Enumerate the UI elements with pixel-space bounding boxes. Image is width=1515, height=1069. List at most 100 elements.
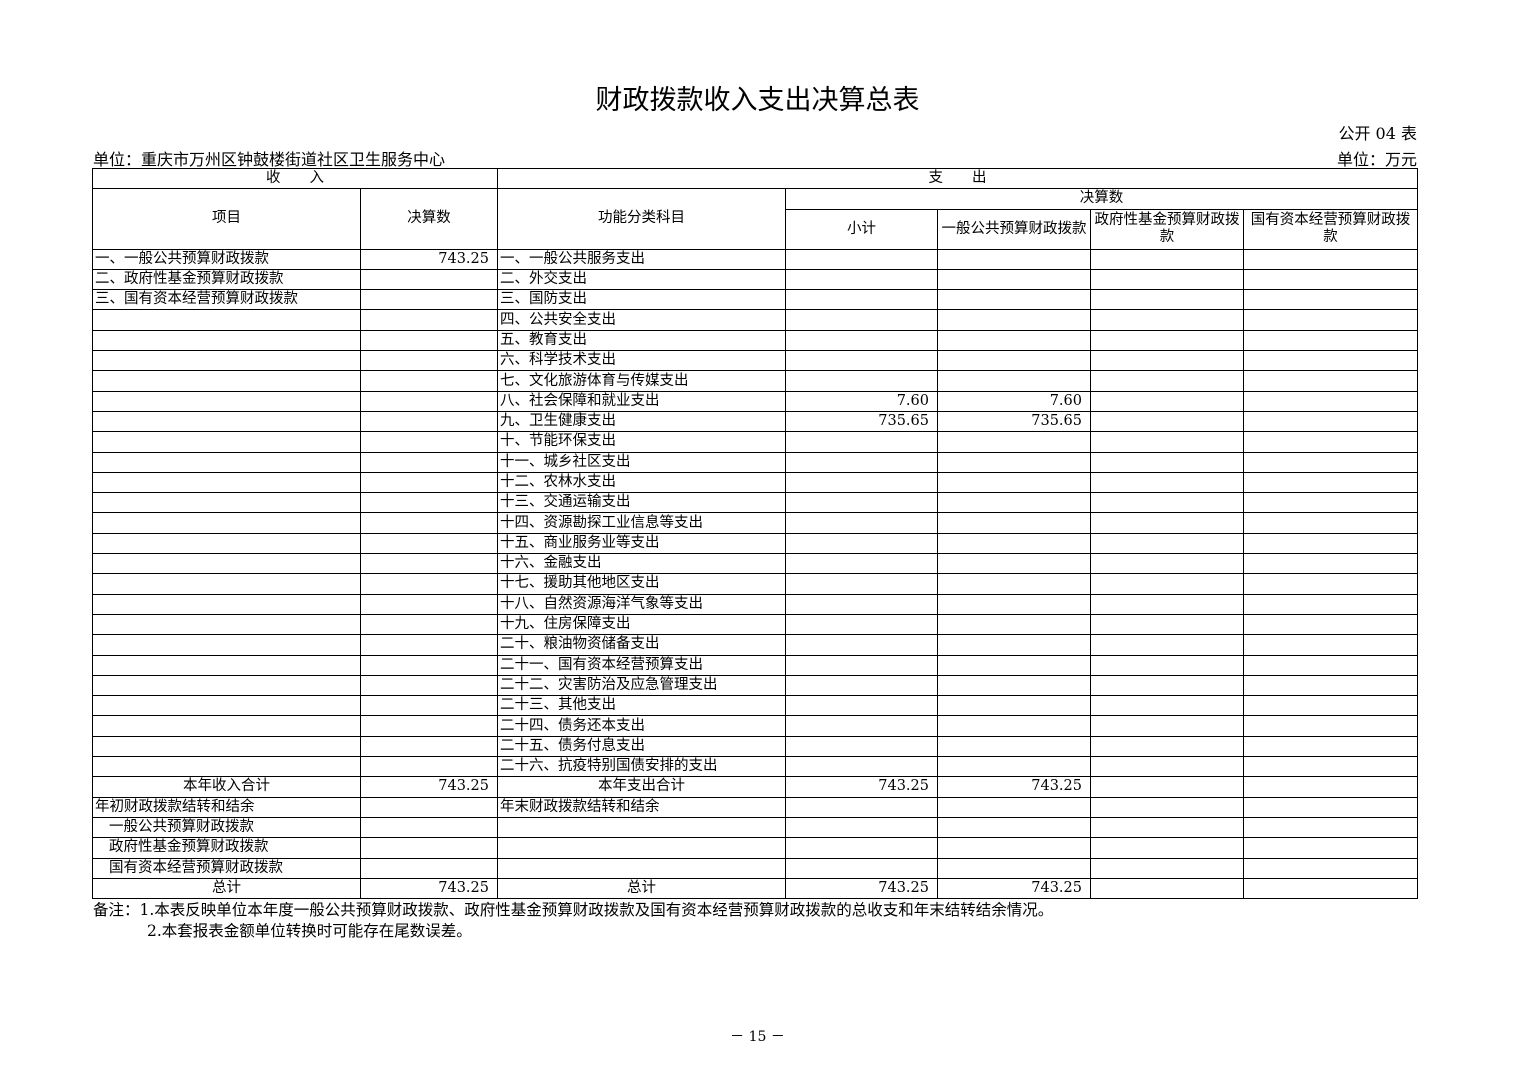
- cell: [785, 837, 938, 859]
- cell: [1243, 268, 1418, 291]
- state-capital-header: 国有资本经营预算财政拨款: [1243, 208, 1418, 250]
- cell: [1243, 776, 1418, 798]
- cell: [785, 857, 938, 879]
- income-header: 收 入: [92, 167, 498, 190]
- cell: [360, 735, 498, 758]
- cell: [360, 756, 498, 778]
- cell: [937, 492, 1091, 514]
- cell: [1243, 634, 1418, 656]
- table-row: 国有资本经营预算财政拨款: [92, 857, 1418, 879]
- cell: 八、社会保障和就业支出: [497, 390, 786, 412]
- cell: [1243, 390, 1418, 412]
- note-2: 2.本套报表金额单位转换时可能存在尾数误差。: [147, 922, 472, 940]
- table-row: 本年收入合计 743.25 本年支出合计 743.25 743.25: [92, 776, 1418, 798]
- cell: [360, 593, 498, 615]
- cell: [785, 492, 938, 514]
- cell: [785, 471, 938, 494]
- cell: 七、文化旅游体育与传媒支出: [497, 370, 786, 392]
- cell: 十四、资源勘探工业信息等支出: [497, 512, 786, 534]
- cell: [1243, 715, 1418, 737]
- cell: [360, 370, 498, 392]
- cell: 国有资本经营预算财政拨款: [92, 857, 361, 879]
- cell: [1090, 289, 1244, 311]
- cell: [92, 674, 361, 697]
- cell: [937, 309, 1091, 331]
- general-header: 一般公共预算财政拨款: [937, 208, 1091, 250]
- cell: 二十六、抗疫特别国债安排的支出: [497, 756, 786, 778]
- cell: [785, 674, 938, 697]
- cell: [1243, 329, 1418, 352]
- cell: [1090, 248, 1244, 270]
- cell: 743.25: [360, 877, 498, 900]
- table-row: 十五、商业服务业等支出: [92, 532, 1418, 555]
- cell: [360, 492, 498, 514]
- note-1: 备注：1.本表反映单位本年度一般公共预算财政拨款、政府性基金预算财政拨款及国有资…: [93, 901, 1054, 919]
- cell: [937, 451, 1091, 473]
- cell: [1090, 431, 1244, 453]
- cell: [785, 573, 938, 595]
- cell: 九、卫生健康支出: [497, 410, 786, 433]
- cell: [92, 593, 361, 615]
- final-header: 决算数: [785, 188, 1418, 210]
- cell: [360, 695, 498, 717]
- table-row: 十六、金融支出: [92, 553, 1418, 575]
- cell: [1243, 410, 1418, 433]
- cell: [1243, 613, 1418, 636]
- cell: [785, 512, 938, 534]
- cell: [360, 451, 498, 473]
- cell: [785, 756, 938, 778]
- cell: 总计: [497, 877, 786, 900]
- cell: [785, 532, 938, 555]
- cell: 十九、住房保障支出: [497, 613, 786, 636]
- cell: [360, 634, 498, 656]
- table-row: 六、科学技术支出: [92, 350, 1418, 372]
- cell: [360, 613, 498, 636]
- cell: [92, 451, 361, 473]
- cell: [1090, 492, 1244, 514]
- cell: 743.25: [937, 776, 1091, 798]
- cell: [497, 816, 786, 839]
- cell: [1243, 553, 1418, 575]
- cell: [360, 410, 498, 433]
- cell: [1090, 634, 1244, 656]
- table-row: 十、节能环保支出: [92, 431, 1418, 453]
- table-row: 二十一、国有资本经营预算支出: [92, 654, 1418, 676]
- cell: [1243, 492, 1418, 514]
- cell: [1090, 410, 1244, 433]
- cell: [360, 857, 498, 879]
- cell: [360, 796, 498, 818]
- table-row: 三、国有资本经营预算财政拨款 三、国防支出: [92, 289, 1418, 311]
- cell: [1243, 512, 1418, 534]
- cell: [1243, 431, 1418, 453]
- cell: [1243, 593, 1418, 615]
- cell: [937, 268, 1091, 291]
- cell: [1090, 695, 1244, 717]
- cell: [785, 370, 938, 392]
- cell: 二十五、债务付息支出: [497, 735, 786, 758]
- cell: 二十四、债务还本支出: [497, 715, 786, 737]
- cell: [92, 492, 361, 514]
- cell: 7.60: [785, 390, 938, 412]
- cell: [1090, 877, 1244, 900]
- cell: 735.65: [937, 410, 1091, 433]
- cell: [937, 471, 1091, 494]
- cell: [785, 289, 938, 311]
- cell: 一般公共预算财政拨款: [92, 816, 361, 839]
- cell: [360, 309, 498, 331]
- cell: 二十三、其他支出: [497, 695, 786, 717]
- cell: [1090, 512, 1244, 534]
- cell: [497, 857, 786, 879]
- cell: [1090, 532, 1244, 555]
- cell: [92, 634, 361, 656]
- cell: [785, 451, 938, 473]
- cell: 一、一般公共预算财政拨款: [92, 248, 361, 270]
- cell: [92, 613, 361, 636]
- cell: [92, 512, 361, 534]
- cell: [1090, 654, 1244, 676]
- cell: [1090, 715, 1244, 737]
- cell: [785, 634, 938, 656]
- cell: [937, 715, 1091, 737]
- cell: [937, 634, 1091, 656]
- table-row: 五、教育支出: [92, 329, 1418, 352]
